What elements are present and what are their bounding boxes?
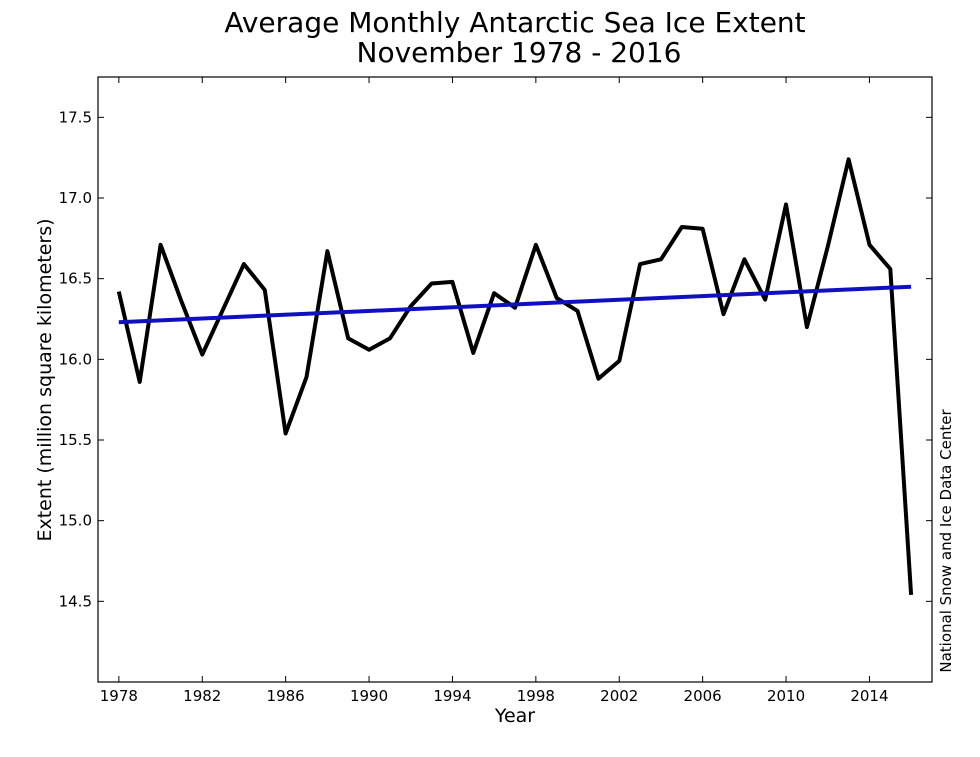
y-tick-label: 17.5 (59, 108, 92, 126)
chart-title: Average Monthly Antarctic Sea Ice Extent (224, 6, 805, 39)
x-axis-ticks: 1978 1982 1986 1990 1994 1998 2002 2006 2010 2014 (100, 77, 889, 705)
y-axis-label: Extent (million square kilometers) (34, 218, 56, 541)
y-tick-label: 17.0 (59, 189, 92, 207)
extent-series-line (116, 157, 914, 596)
x-tick-label: 1978 (100, 687, 138, 705)
y-tick-label: 15.0 (59, 512, 92, 530)
x-tick-label: 2006 (684, 687, 722, 705)
y-tick-label: 16.0 (59, 350, 92, 368)
x-tick-label: 2014 (850, 687, 888, 705)
y-tick-label: 14.5 (59, 592, 92, 610)
x-tick-label: 2002 (600, 687, 638, 705)
x-tick-label: 1994 (433, 687, 471, 705)
y-tick-label: 16.5 (59, 270, 92, 288)
y-axis-ticks: 14.5 15.0 15.5 16.0 16.5 17.0 17.5 (59, 108, 932, 610)
x-tick-label: 1990 (350, 687, 388, 705)
series-layer (116, 157, 914, 596)
trend-line (118, 284, 912, 325)
x-axis-label: Year (494, 705, 535, 727)
x-tick-label: 2010 (767, 687, 805, 705)
plot-frame (97, 76, 933, 683)
x-tick-label: 1982 (183, 687, 221, 705)
source-credit: National Snow and Ice Data Center (937, 409, 955, 673)
x-tick-label: 1986 (267, 687, 305, 705)
x-tick-label: 1998 (517, 687, 555, 705)
y-tick-label: 15.5 (59, 431, 92, 449)
chart-subtitle: November 1978 - 2016 (357, 36, 682, 69)
